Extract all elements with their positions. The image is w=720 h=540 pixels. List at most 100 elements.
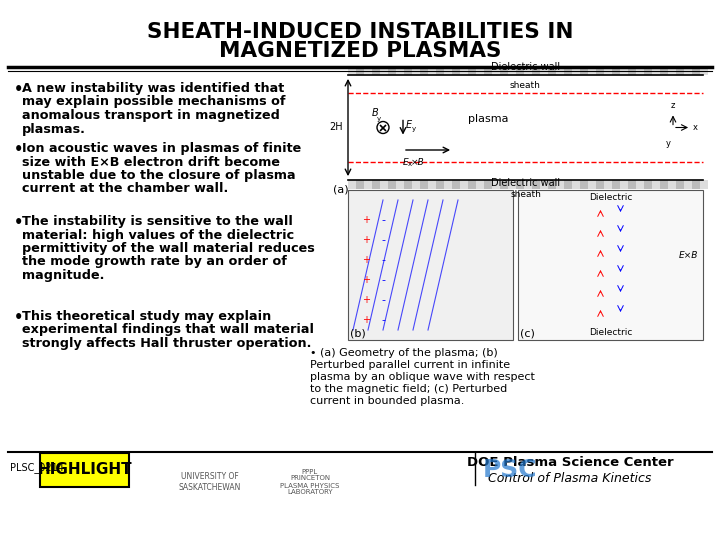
Bar — [612, 67, 620, 75]
Bar — [388, 67, 396, 75]
Bar — [580, 180, 588, 189]
Text: SHEATH-INDUCED INSTABILITIES IN: SHEATH-INDUCED INSTABILITIES IN — [147, 22, 573, 42]
Text: -: - — [381, 295, 385, 305]
Text: size with E×B electron drift become: size with E×B electron drift become — [22, 156, 280, 168]
Bar — [420, 67, 428, 75]
Bar — [684, 180, 692, 189]
Text: y: y — [665, 139, 670, 148]
Text: sheath: sheath — [510, 80, 541, 90]
Bar — [492, 180, 500, 189]
Bar — [444, 180, 452, 189]
Bar — [428, 180, 436, 189]
Text: +: + — [362, 275, 370, 285]
Bar — [452, 67, 460, 75]
Bar — [380, 180, 388, 189]
Text: •: • — [14, 310, 23, 325]
Text: +: + — [362, 315, 370, 325]
Text: The instability is sensitive to the wall: The instability is sensitive to the wall — [22, 215, 293, 228]
Text: magnitude.: magnitude. — [22, 269, 104, 282]
Text: E×B: E×B — [679, 251, 698, 260]
Text: sheath: sheath — [510, 190, 541, 199]
Bar — [668, 180, 676, 189]
Bar — [700, 67, 708, 75]
Bar — [700, 180, 708, 189]
Text: -: - — [381, 275, 385, 285]
Bar — [628, 67, 636, 75]
Text: y: y — [412, 126, 416, 132]
Text: PSC: PSC — [482, 458, 537, 482]
Bar — [460, 180, 468, 189]
Bar — [348, 180, 356, 189]
Bar — [620, 180, 628, 189]
Text: Control of Plasma Kinetics: Control of Plasma Kinetics — [488, 471, 652, 484]
Bar — [476, 67, 484, 75]
Bar — [548, 180, 556, 189]
Text: -: - — [381, 315, 385, 325]
Bar — [518, 190, 703, 340]
Text: A new instability was identified that: A new instability was identified that — [22, 82, 284, 95]
Bar — [564, 67, 572, 75]
Text: Dielectric: Dielectric — [589, 193, 632, 202]
Text: material: high values of the dielectric: material: high values of the dielectric — [22, 228, 294, 241]
Bar — [500, 67, 508, 75]
Bar — [372, 180, 380, 189]
Bar — [476, 180, 484, 189]
Bar — [436, 180, 444, 189]
Text: -: - — [381, 255, 385, 265]
Bar — [572, 180, 580, 189]
Bar — [396, 67, 404, 75]
Bar — [572, 67, 580, 75]
Text: -: - — [381, 235, 385, 245]
Text: plasma: plasma — [468, 114, 508, 125]
FancyBboxPatch shape — [40, 453, 129, 487]
Bar — [620, 67, 628, 75]
Bar — [636, 180, 644, 189]
Bar — [484, 67, 492, 75]
Bar — [628, 180, 636, 189]
Text: Ion acoustic waves in plasmas of finite: Ion acoustic waves in plasmas of finite — [22, 142, 301, 155]
Bar — [588, 180, 596, 189]
Bar — [684, 67, 692, 75]
Bar — [388, 180, 396, 189]
Bar — [652, 180, 660, 189]
Bar — [500, 180, 508, 189]
Bar — [588, 67, 596, 75]
Text: y: y — [377, 117, 381, 123]
Text: Dielectric wall: Dielectric wall — [491, 62, 560, 72]
Text: +: + — [362, 255, 370, 265]
Bar — [460, 67, 468, 75]
Bar — [348, 67, 356, 75]
Text: the mode growth rate by an order of: the mode growth rate by an order of — [22, 255, 287, 268]
Bar — [532, 67, 540, 75]
Bar — [372, 67, 380, 75]
Text: +: + — [362, 295, 370, 305]
Bar — [668, 67, 676, 75]
Text: x: x — [408, 161, 412, 167]
Bar — [652, 67, 660, 75]
Bar — [540, 180, 548, 189]
Text: (c): (c) — [520, 328, 535, 338]
Text: MAGNETIZED PLASMAS: MAGNETIZED PLASMAS — [219, 41, 501, 61]
Bar — [644, 67, 652, 75]
Text: current in bounded plasma.: current in bounded plasma. — [310, 396, 464, 406]
Bar — [396, 180, 404, 189]
Bar — [644, 180, 652, 189]
Bar — [412, 180, 420, 189]
Bar — [692, 180, 700, 189]
Bar — [604, 180, 612, 189]
Text: Dielectric wall: Dielectric wall — [491, 178, 560, 188]
Text: PPPL
PRINCETON
PLASMA PHYSICS
LABORATORY: PPPL PRINCETON PLASMA PHYSICS LABORATORY — [280, 469, 340, 496]
Bar — [604, 67, 612, 75]
Text: permittivity of the wall material reduces: permittivity of the wall material reduce… — [22, 242, 315, 255]
Text: E: E — [403, 158, 409, 167]
Text: strongly affects Hall thruster operation.: strongly affects Hall thruster operation… — [22, 337, 311, 350]
Bar — [356, 67, 364, 75]
Bar — [676, 180, 684, 189]
Text: x: x — [693, 123, 698, 132]
Text: anomalous transport in magnetized: anomalous transport in magnetized — [22, 109, 280, 122]
Text: +: + — [362, 235, 370, 245]
Bar — [484, 180, 492, 189]
Text: to the magnetic field; (c) Perturbed: to the magnetic field; (c) Perturbed — [310, 384, 508, 394]
Text: • (a) Geometry of the plasma; (b): • (a) Geometry of the plasma; (b) — [310, 348, 498, 358]
Text: (b): (b) — [350, 328, 366, 338]
